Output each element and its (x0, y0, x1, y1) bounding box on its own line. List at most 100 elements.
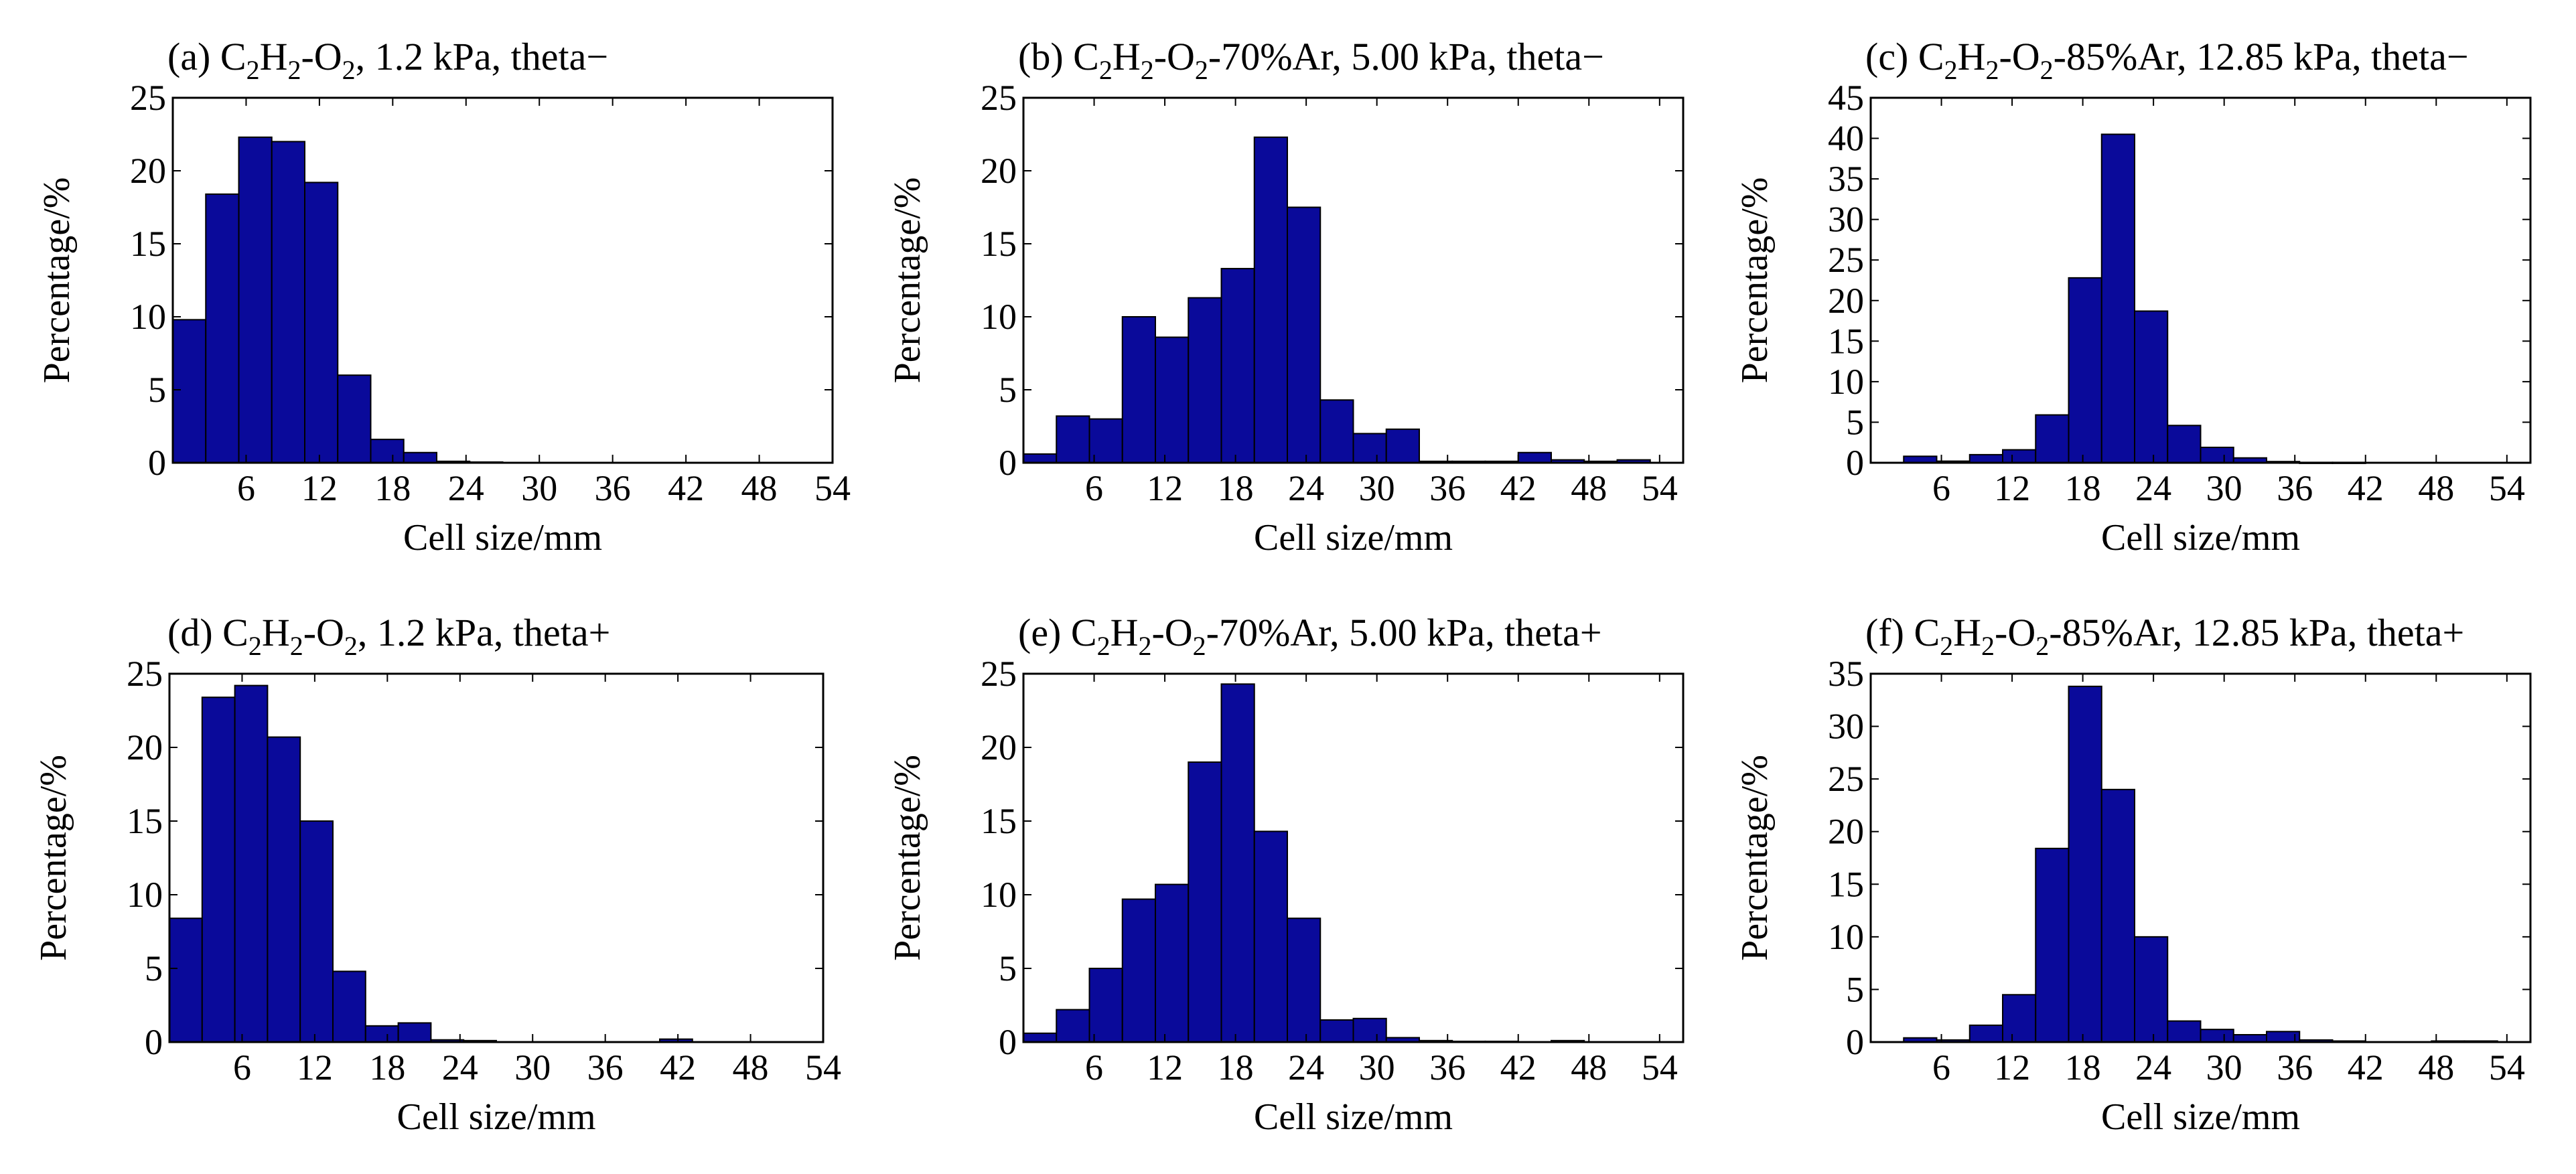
x-axis-label: Cell size/mm (2101, 517, 2300, 559)
x-tick-label: 30 (1359, 1047, 1395, 1088)
y-tick-label: 35 (1828, 159, 1864, 199)
y-tick-label: 10 (130, 297, 166, 337)
x-tick-label: 12 (301, 468, 338, 508)
y-tick-label: 30 (1828, 707, 1864, 747)
y-tick-label: 15 (1828, 864, 1864, 904)
histogram-bar (1319, 399, 1354, 464)
histogram-bar (267, 736, 301, 1043)
histogram-bar (1517, 451, 1552, 463)
x-axis-label: Cell size/mm (403, 517, 602, 559)
x-tick-label: 18 (374, 468, 411, 508)
x-tick-label: 6 (1085, 1047, 1103, 1088)
y-tick-label: 0 (999, 443, 1017, 483)
y-tick-label: 15 (1828, 321, 1864, 361)
panel-title: (c) C2H2-O2-85%Ar, 12.85 kPa, theta− (1865, 35, 2469, 85)
histogram-bar (2200, 446, 2234, 464)
x-tick-label: 18 (1218, 468, 1254, 508)
histogram-bar (2035, 847, 2070, 1043)
plot-frame (171, 96, 834, 464)
histogram-bar (2134, 310, 2169, 463)
x-tick-label: 6 (1932, 468, 1950, 508)
x-tick-label: 48 (741, 468, 778, 508)
y-axis-label: Percentage/% (887, 755, 928, 961)
y-tick-label: 20 (127, 727, 163, 767)
x-tick-label: 18 (2065, 1047, 2101, 1088)
x-tick-label: 54 (2489, 468, 2525, 508)
y-tick-label: 0 (1846, 1022, 1864, 1062)
x-tick-label: 54 (2489, 1047, 2525, 1088)
x-tick-label: 54 (1642, 468, 1678, 508)
chart-panel-5: 6 12 18 24 30 36 42 48 54 0 5 10 15 20 25 Cell size/mm P… (887, 611, 1685, 1138)
histogram-bar (169, 918, 203, 1043)
y-tick-label: 25 (127, 654, 163, 694)
plot-frame (1022, 96, 1685, 464)
y-tick-label: 25 (1828, 240, 1864, 280)
y-tick-label: 5 (999, 370, 1017, 410)
y-tick-label: 15 (981, 801, 1017, 841)
x-tick-label: 48 (733, 1047, 769, 1088)
x-tick-label: 42 (2348, 468, 2384, 508)
histogram-bar (332, 970, 366, 1043)
x-tick-label: 36 (587, 1047, 624, 1088)
histogram-bar (201, 696, 236, 1043)
x-tick-label: 6 (237, 468, 255, 508)
histogram-bar (2167, 425, 2202, 463)
x-tick-label: 36 (595, 468, 631, 508)
histogram-bar (1155, 883, 1190, 1043)
x-tick-label: 42 (2348, 1047, 2384, 1088)
histogram-bar (2035, 414, 2070, 463)
x-tick-label: 48 (2418, 1047, 2454, 1088)
y-tick-label: 35 (1828, 654, 1864, 694)
x-tick-label: 18 (369, 1047, 405, 1088)
x-tick-label: 36 (1429, 468, 1465, 508)
x-tick-label: 6 (1932, 1047, 1950, 1088)
histogram-bar (1121, 898, 1156, 1043)
histogram-bar (2068, 277, 2102, 463)
histogram-bar (1969, 1024, 2003, 1043)
y-tick-label: 0 (145, 1022, 163, 1062)
histogram-bar (1352, 1017, 1387, 1043)
x-tick-label: 24 (442, 1047, 478, 1088)
x-tick-label: 36 (2277, 1047, 2313, 1088)
histogram-bar (1088, 968, 1123, 1043)
histogram-bar (1056, 415, 1090, 463)
y-axis-label: Percentage/% (1734, 177, 1776, 384)
x-tick-label: 12 (1147, 1047, 1183, 1088)
x-tick-label: 54 (814, 468, 851, 508)
x-tick-label: 42 (1500, 1047, 1536, 1088)
y-tick-label: 10 (981, 875, 1017, 915)
histogram-bar (2167, 1020, 2202, 1043)
chart-panel-6: 6 12 18 24 30 36 42 48 54 0 5 10 15 20 25 30 35 Cell size… (1734, 611, 2532, 1138)
histogram-bar (1023, 453, 1058, 463)
x-tick-label: 42 (1500, 468, 1536, 508)
x-tick-label: 48 (2418, 468, 2454, 508)
panel-title: (e) C2H2-O2-70%Ar, 5.00 kPa, theta+ (1018, 611, 1602, 661)
y-tick-label: 20 (981, 151, 1017, 191)
y-tick-label: 10 (981, 297, 1017, 337)
x-tick-label: 12 (1994, 468, 2030, 508)
x-tick-label: 24 (2135, 1047, 2171, 1088)
histogram-bar (364, 1025, 399, 1043)
panel-title: (b) C2H2-O2-70%Ar, 5.00 kPa, theta− (1018, 35, 1604, 85)
histogram-bar (2002, 994, 2037, 1043)
y-tick-label: 15 (127, 801, 163, 841)
y-tick-label: 0 (148, 443, 166, 483)
y-tick-label: 40 (1828, 119, 1864, 159)
x-tick-label: 36 (1429, 1047, 1465, 1088)
x-tick-label: 6 (1085, 468, 1103, 508)
y-tick-label: 0 (999, 1022, 1017, 1062)
y-tick-label: 5 (148, 370, 166, 410)
histogram-bar (238, 136, 273, 464)
histogram-bar (205, 193, 240, 463)
histogram-bar (304, 181, 339, 463)
chart-panel-2: 6 12 18 24 30 36 42 48 54 0 5 10 15 20 25 Cell size/mm P… (887, 35, 1685, 559)
histogram-bar (172, 319, 207, 463)
y-tick-label: 10 (127, 875, 163, 915)
chart-panel-1: 6 12 18 24 30 36 42 48 54 0 5 10 15 20 25 Cell size/mm P… (36, 35, 851, 559)
x-tick-label: 12 (297, 1047, 333, 1088)
histogram-bar (299, 820, 334, 1043)
histogram-bar (234, 684, 269, 1043)
y-tick-label: 5 (145, 948, 163, 988)
y-tick-label: 5 (999, 948, 1017, 988)
